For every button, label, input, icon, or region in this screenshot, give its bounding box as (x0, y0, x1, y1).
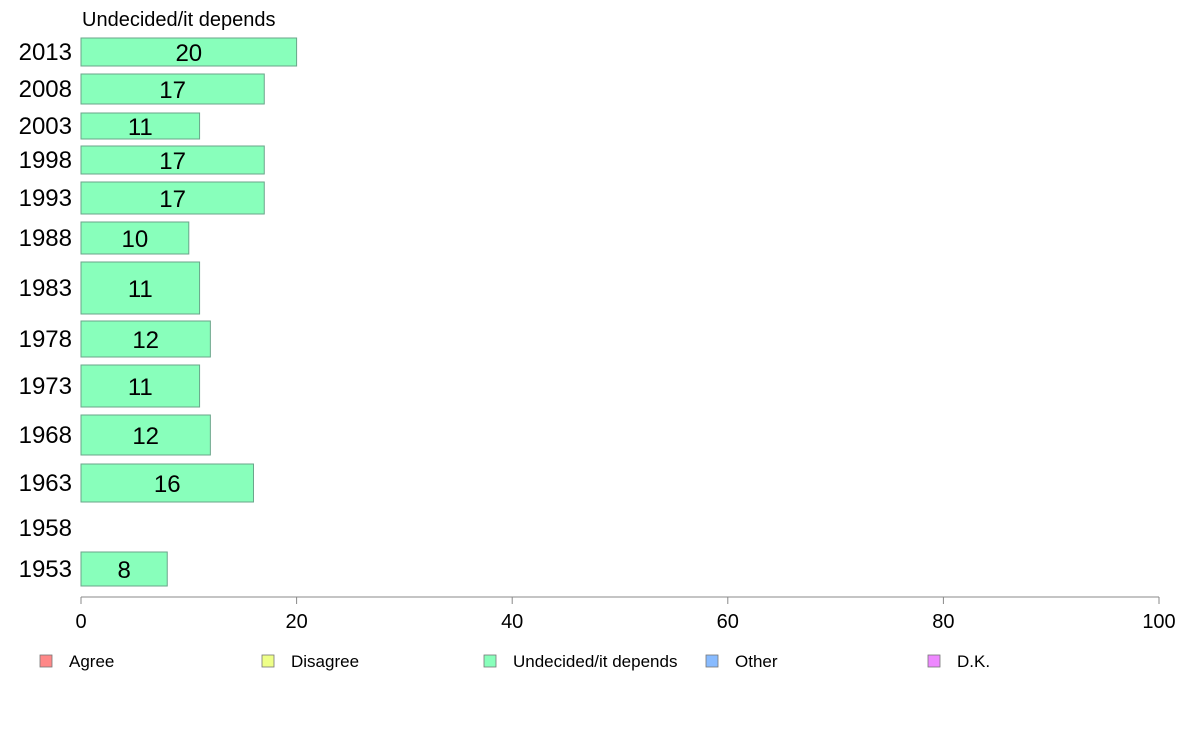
bar (80, 414, 211, 456)
x-tick-label: 20 (285, 611, 307, 633)
year-label: 2008 (19, 76, 72, 103)
bar-value-label: 17 (159, 186, 186, 213)
legend-label: D.K. (957, 652, 990, 671)
bar (80, 320, 211, 358)
x-tick-label: 40 (501, 611, 523, 633)
year-label: 1958 (19, 515, 72, 542)
bar-value-label: 11 (128, 114, 153, 141)
x-tick-label: 0 (75, 611, 86, 633)
bar-value-label: 17 (159, 77, 186, 104)
year-label: 1993 (19, 185, 72, 212)
legend-label: Other (735, 652, 778, 671)
year-label: 1978 (19, 326, 72, 353)
bar-value-label: 11 (128, 276, 153, 303)
bar-value-label: 11 (128, 374, 153, 401)
bar (80, 261, 201, 315)
legend-label: Disagree (291, 652, 359, 671)
year-label: 1988 (19, 225, 72, 252)
legend-label: Undecided/it depends (513, 652, 677, 671)
year-label: 2003 (19, 113, 72, 140)
year-label: 1998 (19, 147, 72, 174)
bar (80, 73, 265, 105)
panel-title: Undecided/it depends (82, 9, 275, 31)
bar-value-label: 16 (154, 471, 181, 498)
legend-swatch (927, 654, 941, 668)
x-tick-label: 60 (717, 611, 739, 633)
bar (80, 112, 201, 140)
legend-swatch (483, 654, 497, 668)
bar-rows: 2013 20 2008 17 2003 11 1998 17 1993 17 1988 10 1983… (19, 37, 298, 587)
bar-value-label: 17 (159, 148, 186, 175)
bar (80, 181, 265, 215)
bar-value-label: 10 (122, 226, 149, 253)
year-label: 1973 (19, 373, 72, 400)
legend-label: Agree (69, 652, 114, 671)
bar (80, 463, 254, 503)
x-tick-label: 100 (1142, 611, 1175, 633)
bar (80, 37, 298, 67)
bar-value-label: 20 (175, 40, 202, 67)
bar (80, 221, 190, 255)
year-label: 1983 (19, 275, 72, 302)
x-axis: 0 20 40 60 80 100 (75, 596, 1176, 633)
x-tick-label: 80 (932, 611, 954, 633)
bar-value-label: 12 (132, 423, 159, 450)
bar (80, 145, 265, 175)
bar (80, 551, 168, 587)
legend-swatch (39, 654, 53, 668)
year-label: 2013 (19, 39, 72, 66)
legend: Agree Disagree Undecided/it depends Other D.… (39, 652, 990, 671)
year-label: 1968 (19, 422, 72, 449)
bar-value-label: 12 (132, 327, 159, 354)
year-label: 1953 (19, 556, 72, 583)
bar (80, 364, 201, 408)
bar-value-label: 8 (117, 557, 130, 584)
year-label: 1963 (19, 470, 72, 497)
legend-swatch (705, 654, 719, 668)
legend-swatch (261, 654, 275, 668)
